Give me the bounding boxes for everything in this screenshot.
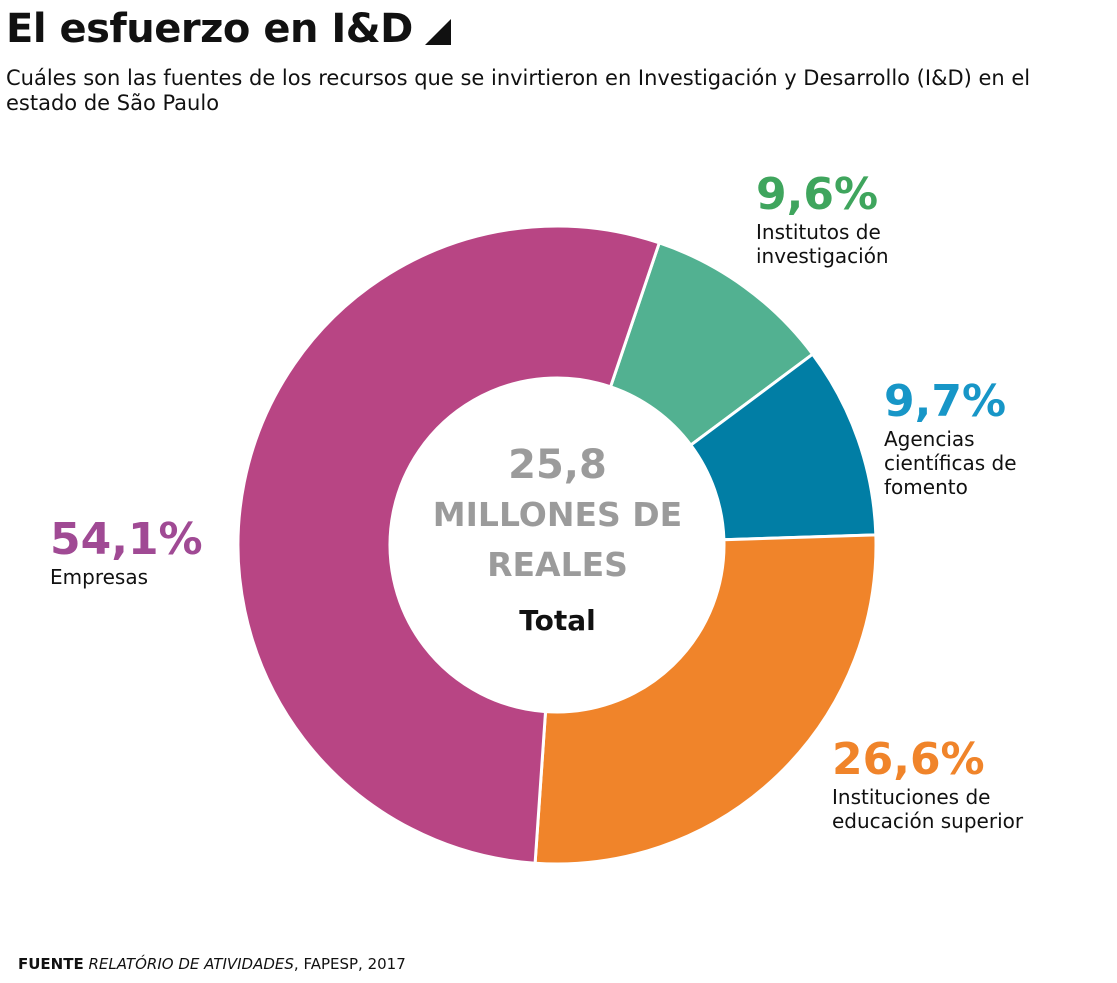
slice-label-instituciones: Instituciones de educación superior (832, 785, 1024, 833)
chart-subtitle: Cuáles son las fuentes de los recursos q… (6, 66, 1031, 115)
label-empresas: 54,1% Empresas (50, 514, 203, 590)
triangle-corner-icon (424, 19, 451, 45)
slice-label-empresas: Empresas (50, 565, 148, 589)
source-prefix: FUENTE (18, 955, 84, 973)
label-institutos: 9,6% Institutos de investigación (756, 169, 926, 269)
center-total-value: 25,8 (508, 442, 607, 488)
center-total-unit: MILLONES DE REALES (432, 495, 683, 584)
chart-title: El esfuerzo en I&D (6, 6, 413, 52)
label-agencias: 9,7% Agencias científicas de fomento (884, 376, 1044, 500)
source-title: RELATÓRIO DE ATIVIDADES (88, 955, 294, 973)
slice-label-agencias: Agencias científicas de fomento (884, 427, 1017, 499)
source-note: FUENTE RELATÓRIO DE ATIVIDADES, FAPESP, … (18, 955, 406, 973)
source-rest: , FAPESP, 2017 (293, 955, 406, 973)
slice-percent-agencias: 9,7% (884, 376, 1007, 427)
slice-percent-institutos: 9,6% (756, 169, 879, 220)
donut-slice-empresas (236, 224, 662, 865)
slice-percent-empresas: 54,1% (50, 514, 203, 565)
donut-slice-instituciones (533, 533, 878, 866)
label-instituciones: 26,6% Instituciones de educación superio… (832, 734, 1062, 834)
donut-center: 25,8 MILLONES DE REALES Total (405, 440, 710, 637)
slice-label-institutos: Institutos de investigación (756, 220, 889, 268)
slice-percent-instituciones: 26,6% (832, 734, 985, 785)
title-block: El esfuerzo en I&D (6, 6, 451, 52)
center-caption: Total (519, 604, 596, 637)
